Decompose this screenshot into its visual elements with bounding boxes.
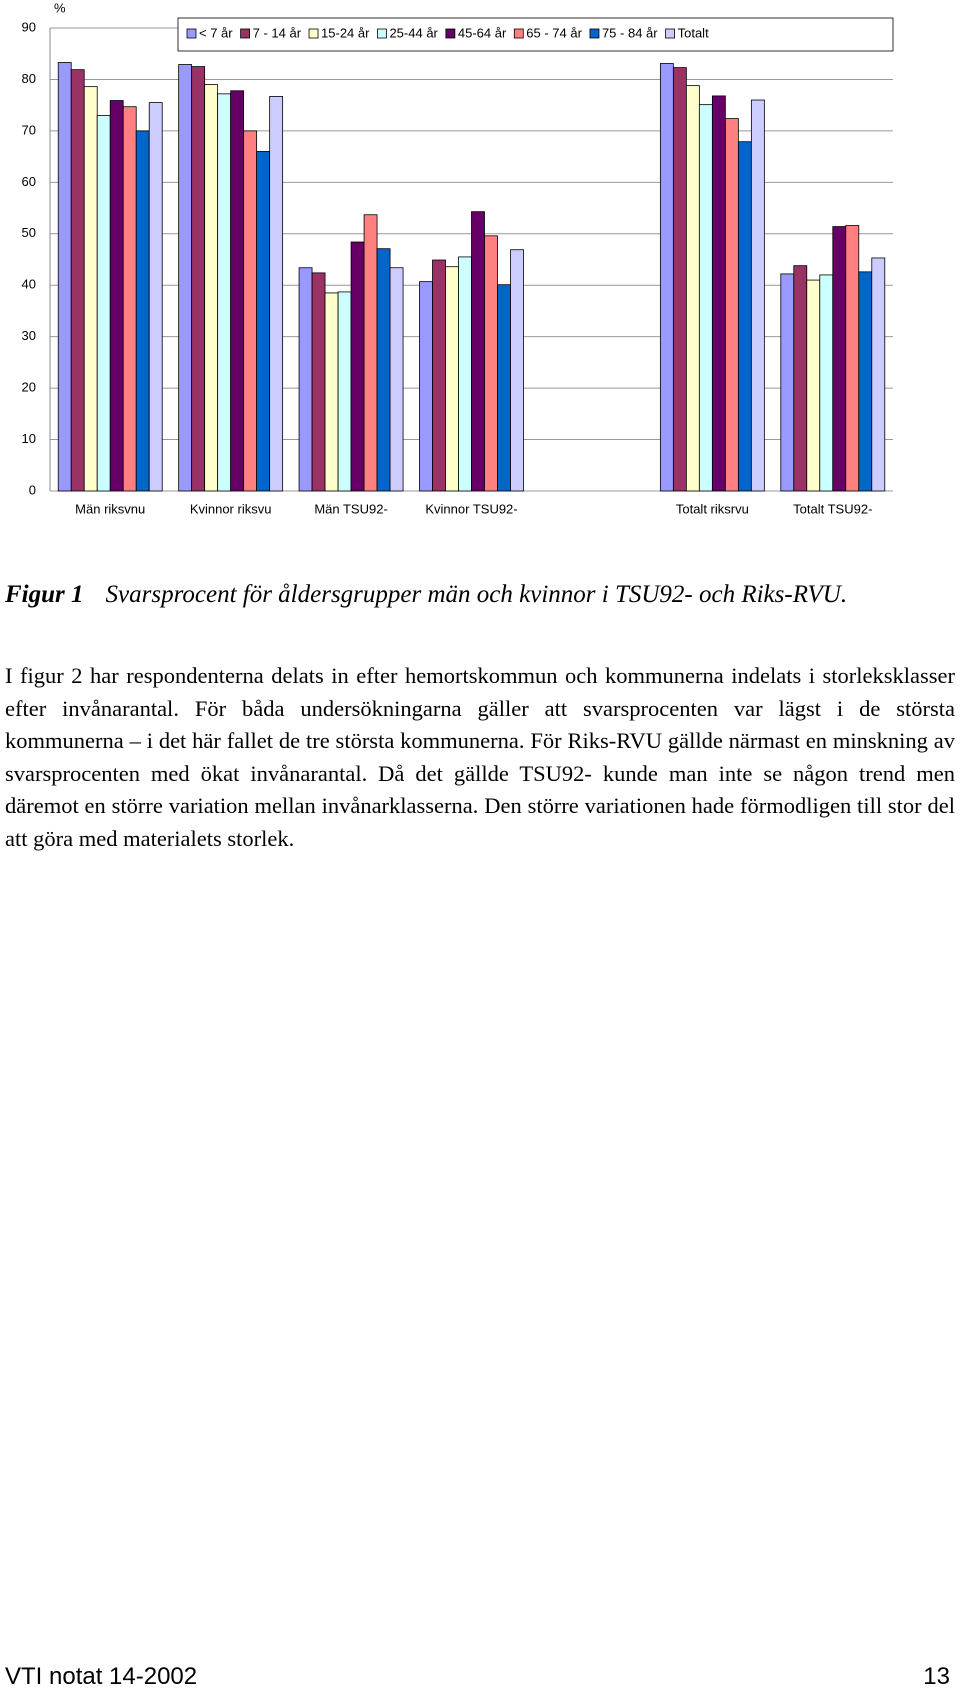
bar — [471, 211, 485, 492]
chart: % 0 10 20 30 40 50 60 70 80 90 Män riksvnu Kvinnor … — [22, 0, 894, 516]
bar — [510, 249, 524, 492]
bar — [737, 141, 752, 492]
bar — [445, 266, 459, 492]
bar — [337, 291, 352, 492]
bar — [845, 225, 860, 492]
bar — [750, 99, 765, 492]
caption-label: Figur 1 — [5, 581, 84, 608]
y-tick-label: 0 — [29, 482, 36, 497]
bar — [389, 267, 404, 492]
bar — [858, 271, 873, 492]
legend-swatch — [589, 28, 600, 39]
x-tick-label: Totalt riksrvu — [676, 501, 749, 516]
y-tick-label: 80 — [22, 71, 36, 86]
bar — [148, 102, 163, 492]
y-tick-label: 30 — [22, 328, 36, 343]
bar — [832, 226, 847, 492]
bar — [122, 106, 137, 492]
legend-box — [177, 17, 894, 52]
bar — [711, 95, 726, 492]
bar — [269, 96, 284, 492]
bar — [178, 64, 193, 492]
bar — [724, 118, 739, 492]
legend-label: 15-24 år — [321, 25, 370, 40]
bar — [191, 66, 206, 492]
y-tick-label: 90 — [22, 19, 36, 34]
bar — [311, 272, 326, 492]
legend-label: 25-44 år — [389, 25, 438, 40]
footer-right: 13 — [923, 1663, 950, 1690]
legend-swatch — [513, 28, 524, 39]
legend-swatch — [665, 28, 676, 39]
bar — [230, 90, 245, 492]
y-axis-label: % — [54, 0, 66, 15]
bar — [83, 86, 98, 492]
bar — [217, 93, 232, 492]
legend-swatch — [308, 28, 319, 39]
x-tick-label: Totalt TSU92- — [793, 501, 872, 516]
bar — [135, 130, 150, 492]
y-tick-label: 20 — [22, 380, 36, 395]
bar — [497, 284, 511, 492]
footer-left: VTI notat 14-2002 — [5, 1663, 198, 1690]
y-tick-label: 70 — [22, 122, 36, 137]
x-tick-label: Män TSU92- — [314, 501, 387, 516]
y-tick-label: 50 — [22, 225, 36, 240]
x-tick-label: Män riksvnu — [75, 501, 145, 516]
legend-swatch — [186, 28, 197, 39]
legend-label: < 7 år — [199, 25, 233, 40]
bar — [109, 100, 124, 492]
bar — [659, 63, 674, 492]
bar — [96, 115, 111, 492]
bar — [70, 69, 85, 492]
x-tick-label: Kvinnor TSU92- — [425, 501, 517, 516]
bar — [204, 84, 219, 492]
bar — [57, 62, 72, 492]
bar — [871, 257, 886, 492]
bar — [432, 259, 446, 492]
bar — [806, 279, 821, 492]
bar — [256, 151, 271, 492]
legend-label: 75 - 84 år — [602, 25, 658, 40]
x-tick-label: Kvinnor riksvu — [190, 501, 272, 516]
bar — [780, 273, 795, 492]
bar — [350, 241, 365, 492]
bar — [793, 265, 808, 492]
bar — [363, 214, 378, 492]
bar — [324, 292, 339, 492]
bar — [819, 274, 834, 492]
caption: Figur 1 Svarsprocent för åldersgrupper mä… — [5, 578, 935, 611]
legend-swatch — [377, 28, 387, 39]
y-tick-label: 40 — [22, 277, 36, 292]
bar — [672, 67, 687, 492]
bar — [376, 248, 391, 492]
legend-swatch — [445, 28, 456, 39]
legend-label: 65 - 74 år — [526, 25, 582, 40]
legend-swatch — [240, 28, 251, 39]
bar — [685, 85, 700, 492]
legend-label: 7 - 14 år — [253, 25, 302, 40]
bar — [458, 256, 472, 492]
bar — [298, 267, 313, 492]
y-tick-label: 60 — [22, 174, 36, 189]
legend-label: Totalt — [678, 25, 709, 40]
bar — [243, 130, 258, 492]
bar — [419, 281, 433, 492]
bar — [698, 104, 713, 492]
bar — [484, 235, 498, 492]
paragraph: I figur 2 har respondenterna delats in e… — [5, 663, 955, 851]
y-tick-label: 10 — [22, 431, 36, 446]
caption-text: Svarsprocent för åldersgrupper män och k… — [105, 581, 848, 608]
legend-label: 45-64 år — [458, 25, 507, 40]
